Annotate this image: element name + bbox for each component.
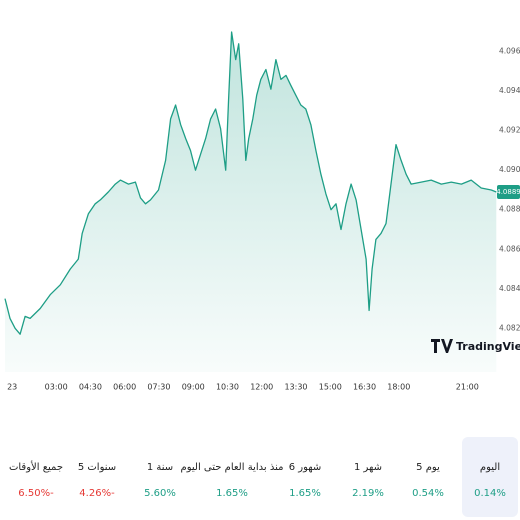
period-tab[interactable]: منذ بداية العام حتى اليوم 1.65%: [181, 462, 284, 499]
period-change: 2.19%: [352, 488, 384, 499]
x-tick-label: 04:30: [79, 383, 102, 392]
period-tab[interactable]: 6 شهور 1.65%: [289, 462, 322, 499]
period-label: اليوم: [480, 462, 500, 473]
x-tick-label: 07:30: [147, 383, 170, 392]
y-tick-label: 4.0940: [499, 86, 520, 95]
period-label: 5 سنوات: [78, 462, 116, 473]
period-tab[interactable]: 5 سنوات 4.26%-: [78, 462, 116, 499]
x-tick-label: 03:00: [45, 383, 68, 392]
area-fill: [5, 32, 497, 372]
period-label: 1 شهر: [354, 462, 382, 473]
y-tick-label: 4.0820: [499, 323, 520, 332]
period-label: منذ بداية العام حتى اليوم: [181, 462, 284, 473]
price-line: [4, 31, 497, 335]
logo-icon: [431, 339, 453, 353]
x-tick-label: 21:00: [456, 383, 479, 392]
y-tick-label: 4.0900: [499, 165, 520, 174]
selected-tab-bg: [462, 437, 518, 517]
period-tab[interactable]: اليوم 0.14%: [462, 437, 518, 517]
y-tick-label: 4.0960: [499, 47, 520, 56]
last-price-box: [497, 184, 520, 199]
last-price-label: 4.0889: [496, 188, 520, 196]
x-tick-label: 18:00: [387, 383, 410, 392]
x-tick-label: 13:30: [284, 383, 307, 392]
x-tick-label: 23: [7, 383, 17, 392]
x-tick-label: 10:30: [216, 383, 239, 392]
x-tick-label: 15:00: [319, 383, 342, 392]
y-tick-label: 4.0840: [499, 284, 520, 293]
x-tick-label: 06:00: [113, 383, 136, 392]
period-change: 4.26%-: [79, 488, 115, 499]
x-tick-label: 12:00: [250, 383, 273, 392]
period-label: 1 سنة: [147, 462, 173, 473]
period-tab[interactable]: 1 سنة 5.60%: [144, 462, 176, 499]
y-tick-label: 4.0860: [499, 244, 520, 253]
period-tab[interactable]: 1 شهر 2.19%: [352, 462, 384, 499]
period-label: جميع الأوقات: [9, 460, 63, 473]
period-label: 5 يوم: [416, 462, 440, 473]
watermark-text: TradingView: [456, 340, 520, 353]
period-change: 0.14%: [474, 488, 506, 499]
period-label: 6 شهور: [289, 462, 322, 473]
period-change: 5.60%: [144, 488, 176, 499]
period-change: 1.65%: [216, 488, 248, 499]
y-tick-label: 4.0920: [499, 126, 520, 135]
watermark: TradingView: [431, 339, 520, 353]
x-tick-label: 09:00: [182, 383, 205, 392]
period-change: 1.65%: [289, 488, 321, 499]
x-tick-label: 16:30: [353, 383, 376, 392]
period-tab[interactable]: 5 يوم 0.54%: [412, 462, 444, 499]
period-tab[interactable]: جميع الأوقات 6.50%-: [9, 460, 63, 499]
period-change: 0.54%: [412, 488, 444, 499]
y-tick-label: 4.0880: [499, 205, 520, 214]
period-change: 6.50%-: [18, 488, 54, 499]
